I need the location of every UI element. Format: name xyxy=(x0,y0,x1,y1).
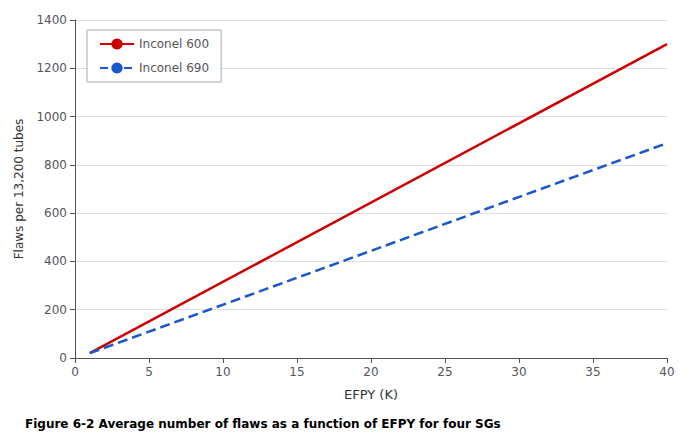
svg-text:30: 30 xyxy=(511,365,526,379)
svg-text:400: 400 xyxy=(44,254,67,268)
svg-text:1200: 1200 xyxy=(36,61,67,75)
svg-text:15: 15 xyxy=(289,365,304,379)
svg-text:25: 25 xyxy=(437,365,452,379)
svg-text:Inconel 600: Inconel 600 xyxy=(139,37,209,51)
svg-text:800: 800 xyxy=(44,158,67,172)
svg-text:20: 20 xyxy=(363,365,378,379)
svg-text:Flaws per 13,200 tubes: Flaws per 13,200 tubes xyxy=(12,119,26,260)
svg-text:0: 0 xyxy=(71,365,79,379)
svg-text:40: 40 xyxy=(659,365,674,379)
svg-text:EFPY (K): EFPY (K) xyxy=(344,387,398,402)
svg-text:1000: 1000 xyxy=(36,110,67,124)
svg-text:200: 200 xyxy=(44,303,67,317)
svg-text:Figure 6-2 Average number of f: Figure 6-2 Average number of flaws as a … xyxy=(25,417,501,431)
svg-text:Inconel 690: Inconel 690 xyxy=(139,61,209,75)
svg-text:5: 5 xyxy=(145,365,153,379)
svg-text:600: 600 xyxy=(44,206,67,220)
svg-text:1400: 1400 xyxy=(36,13,67,27)
svg-text:10: 10 xyxy=(215,365,230,379)
svg-text:0: 0 xyxy=(59,351,67,365)
svg-text:35: 35 xyxy=(585,365,600,379)
